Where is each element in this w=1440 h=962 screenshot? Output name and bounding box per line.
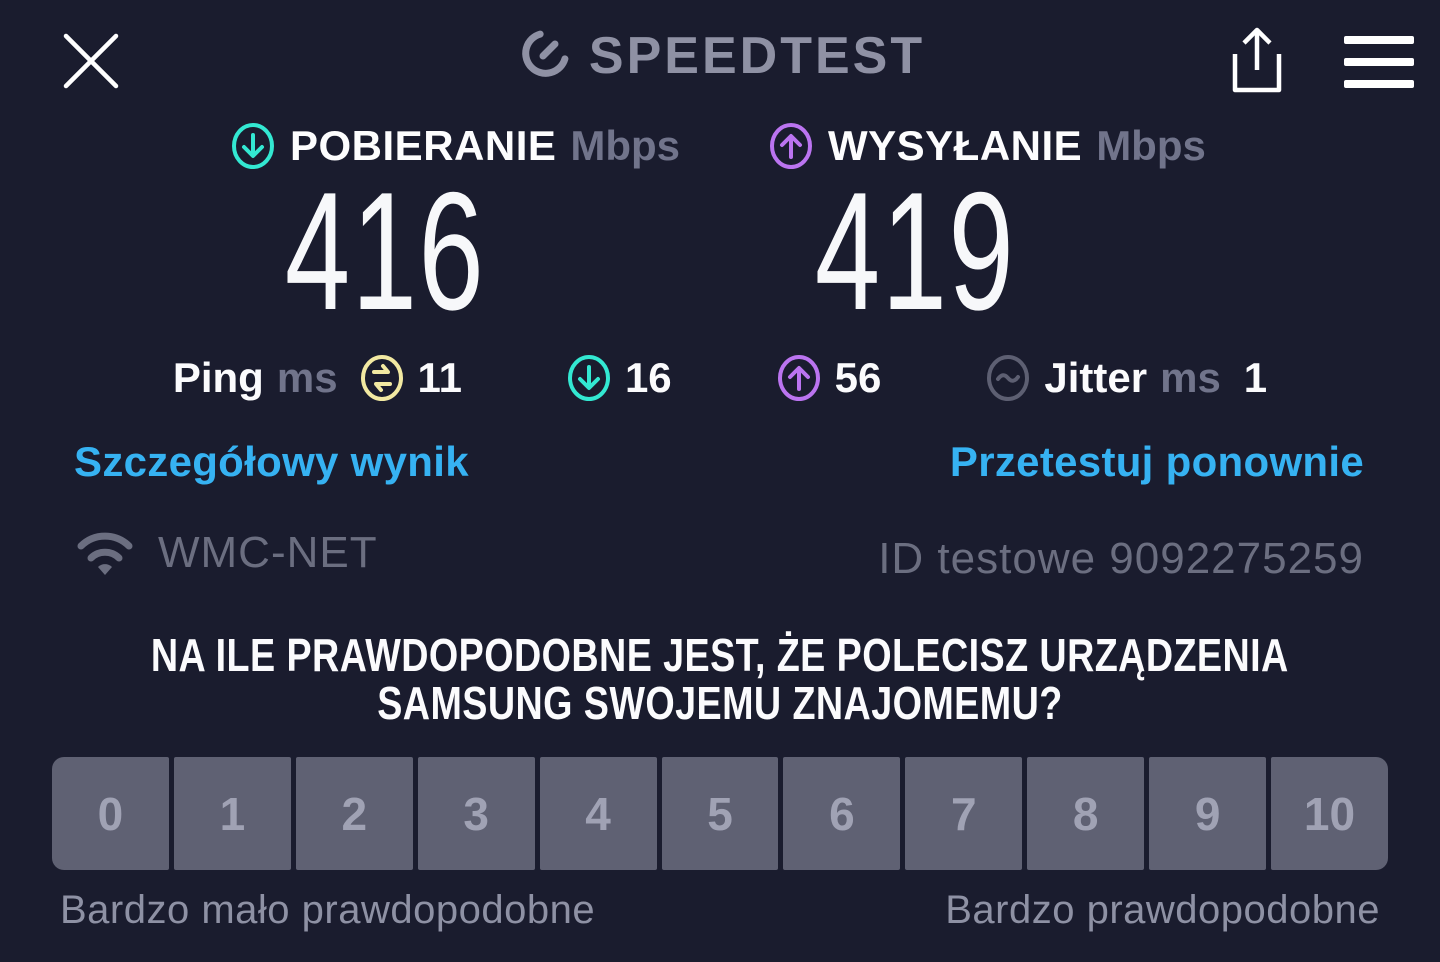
network-name: WMC-NET <box>158 528 378 577</box>
jitter-group: Jitter ms 1 <box>985 353 1267 403</box>
nps-score-7[interactable]: 7 <box>905 757 1023 870</box>
ping-download-group: 16 <box>566 353 672 403</box>
latency-row: Ping ms 11 16 56 <box>0 348 1440 408</box>
nps-score-0[interactable]: 0 <box>52 757 169 870</box>
app-title: SPEEDTEST <box>588 27 926 85</box>
speedtest-gauge-icon <box>515 28 571 84</box>
ping-label: Ping <box>172 354 264 401</box>
ping-unit: ms <box>276 354 338 401</box>
ping-value: 11 <box>417 354 462 401</box>
nps-score-6[interactable]: 6 <box>783 757 901 870</box>
ping-download-value: 16 <box>624 354 672 401</box>
nps-score-9[interactable]: 9 <box>1149 757 1267 870</box>
jitter-label: Jitter <box>1044 354 1148 401</box>
ping-group: Ping ms 11 <box>173 353 462 403</box>
close-button[interactable] <box>58 28 124 94</box>
nps-score-3[interactable]: 3 <box>417 757 535 870</box>
hamburger-menu-icon <box>1342 34 1416 90</box>
nps-scale-labels: Bardzo mało prawdopodobne Bardzo prawdop… <box>0 888 1440 940</box>
network-info: WMC-NET <box>74 528 378 578</box>
download-label-row: POBIERANIE Mbps <box>230 120 680 172</box>
upload-unit: Mbps <box>1096 122 1206 169</box>
download-label: POBIERANIE <box>290 122 557 169</box>
survey-question-line2: SAMSUNG SWOJEMU ZNAJOMEMU? <box>377 677 1063 729</box>
ping-arrows-icon <box>359 353 405 403</box>
retest-link[interactable]: Przetestuj ponownie <box>949 438 1364 485</box>
nps-score-5[interactable]: 5 <box>661 757 779 870</box>
download-unit: Mbps <box>570 122 681 169</box>
download-arrow-icon <box>566 353 612 403</box>
share-icon <box>1222 24 1292 96</box>
menu-button[interactable] <box>1342 34 1416 90</box>
nps-min-label: Bardzo mało prawdopodobne <box>60 888 596 932</box>
jitter-unit: ms <box>1160 354 1221 401</box>
detailed-result-link[interactable]: Szczegółowy wynik <box>74 438 469 485</box>
nps-score-1[interactable]: 1 <box>173 757 291 870</box>
nps-scale: 0 1 2 3 4 5 6 7 8 9 10 <box>52 757 1388 870</box>
connection-row: WMC-NET ID testowe 9092275259 <box>0 528 1440 590</box>
share-button[interactable] <box>1222 24 1292 96</box>
upload-label-row: WYSYŁANIE Mbps <box>768 120 1206 172</box>
upload-label: WYSYŁANIE <box>828 122 1083 169</box>
download-arrow-icon <box>230 121 276 171</box>
jitter-value: 1 <box>1243 354 1268 401</box>
links-row: Szczegółowy wynik Przetestuj ponownie <box>0 438 1440 492</box>
wifi-icon <box>74 528 136 578</box>
nps-score-10[interactable]: 10 <box>1271 757 1388 870</box>
upload-arrow-icon <box>768 121 814 171</box>
upload-value: 419 <box>814 157 1016 345</box>
nps-score-2[interactable]: 2 <box>295 757 413 870</box>
download-value: 416 <box>284 157 486 345</box>
nps-score-4[interactable]: 4 <box>539 757 657 870</box>
top-bar: SPEEDTEST <box>0 0 1440 110</box>
survey-question-line1: NA ILE PRAWDOPODOBNE JEST, ŻE POLECISZ U… <box>151 629 1289 681</box>
nps-score-8[interactable]: 8 <box>1027 757 1145 870</box>
test-id: ID testowe 9092275259 <box>878 534 1364 583</box>
ping-upload-value: 56 <box>834 354 882 401</box>
close-icon <box>58 28 124 94</box>
ping-upload-group: 56 <box>776 353 882 403</box>
nps-max-label: Bardzo prawdopodobne <box>945 888 1380 932</box>
upload-arrow-icon <box>776 353 822 403</box>
jitter-wave-icon <box>985 353 1031 403</box>
